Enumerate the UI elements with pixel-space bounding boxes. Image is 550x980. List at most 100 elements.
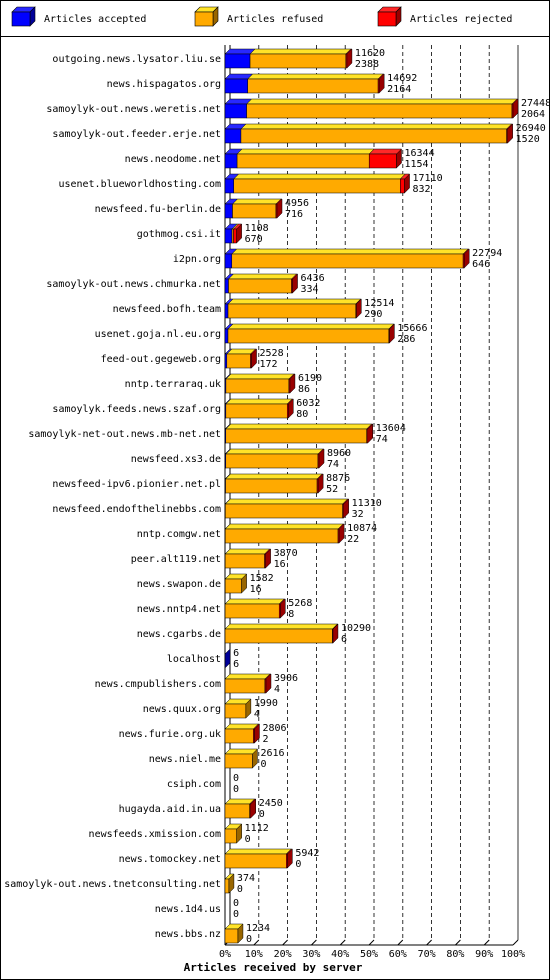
x-tick-label: 60% (389, 949, 407, 960)
total-label: 6190 (298, 373, 322, 384)
tick-mark (397, 939, 404, 946)
x-tick-label: 20% (274, 949, 292, 960)
accepted-label: 0 (233, 784, 239, 795)
legend-label: Articles refused (227, 14, 323, 25)
y-tick-label: news.nntp4.net (137, 604, 221, 615)
bar-top (224, 548, 271, 555)
y-tick-label: i2pn.org (173, 254, 221, 265)
bar-side (228, 873, 235, 894)
accepted-label: 74 (376, 434, 388, 445)
total-label: 4956 (285, 198, 309, 209)
bar-segment (225, 403, 288, 419)
y-tick-label: samoylyk-out.news.weretis.net (46, 104, 221, 115)
tick-mark (253, 939, 260, 946)
bar-top (224, 848, 292, 855)
bar-side (396, 148, 402, 169)
bar-side (252, 748, 258, 769)
bar-top (224, 748, 259, 755)
bar-segment (224, 328, 229, 344)
y-tick-label: news.1d4.us (155, 904, 221, 915)
bar-segment (224, 578, 242, 594)
accepted-label: 716 (285, 209, 303, 220)
bar-segment (236, 153, 370, 169)
bar-top (224, 673, 271, 680)
bar-top (249, 48, 352, 55)
bar-segment (246, 103, 513, 119)
bar-side (241, 573, 247, 594)
accepted-label: 32 (352, 509, 364, 520)
y-tick-label: newsfeed.xs3.de (131, 454, 221, 465)
bar-top (224, 498, 349, 505)
y-tick-label: newsfeed.fu-berlin.de (95, 204, 221, 215)
total-label: 1112 (245, 823, 269, 834)
bar-segment (226, 353, 251, 369)
bar-side (237, 923, 244, 944)
y-tick-label: samoylyk-out.news.chmurka.net (46, 279, 221, 290)
bar-side (276, 198, 283, 219)
bar-top (224, 473, 323, 480)
bar-segment (232, 203, 277, 219)
bar-segment (224, 878, 230, 894)
bar-side (367, 423, 373, 444)
bar-segment (224, 603, 280, 619)
x-tick-label: 100% (501, 949, 525, 960)
total-label: 374 (237, 873, 255, 884)
bar-segment (224, 853, 287, 869)
x-tick-label: 0% (219, 949, 231, 960)
bar-segment (224, 103, 247, 119)
y-tick-label: news.hispagatos.org (107, 79, 221, 90)
bar-segment (224, 528, 339, 544)
legend-swatch (11, 11, 31, 27)
bar-top (368, 148, 403, 155)
bar-top (225, 373, 295, 380)
accepted-label: 74 (327, 459, 339, 470)
bar-segment (224, 178, 234, 194)
accepted-label: 1154 (404, 159, 428, 170)
tick-mark (512, 939, 519, 946)
y-tick-label: usenet.goja.nl.eu.org (95, 329, 221, 340)
total-label: 16344 (404, 148, 434, 159)
bar-segment (368, 153, 397, 169)
total-label: 3870 (274, 548, 298, 559)
accepted-label: 832 (413, 184, 431, 195)
y-tick-label: samoylyk.feeds.news.szaf.org (52, 404, 221, 415)
bar-segment (224, 628, 333, 644)
bar-side (288, 398, 294, 419)
total-label: 1990 (254, 698, 278, 709)
y-tick-label: news.tomockey.net (119, 854, 221, 865)
bar-side (236, 223, 242, 244)
bar-side (389, 323, 395, 344)
bar-segment (227, 303, 357, 319)
x-axis-label: Articles received by server (184, 961, 363, 974)
y-tick-label: outgoing.news.lysator.liu.se (52, 54, 221, 65)
total-label: 11620 (355, 48, 385, 59)
bar-side (245, 698, 252, 719)
accepted-label: 0 (246, 934, 252, 945)
y-tick-label: news.bbs.nz (155, 929, 221, 940)
y-tick-label: newsfeed.bofh.team (113, 304, 221, 315)
bar-side (512, 98, 519, 119)
accepted-label: 80 (296, 409, 308, 420)
bar-top (246, 98, 518, 105)
total-label: 1234 (246, 923, 270, 934)
bar-segment (233, 178, 401, 194)
accepted-label: 334 (301, 284, 319, 295)
bar-segment (224, 303, 229, 319)
bar-segment (224, 728, 254, 744)
y-tick-label: newsfeeds.xmission.com (89, 829, 221, 840)
y-tick-label: gothmog.csi.it (137, 229, 221, 240)
x-tick-label: 40% (331, 949, 349, 960)
bar-top (233, 173, 406, 180)
total-label: 2616 (260, 748, 284, 759)
accepted-label: 0 (259, 809, 265, 820)
bar-segment (224, 803, 250, 819)
y-tick-label: news.cgarbs.de (137, 629, 221, 640)
bar-top (227, 298, 362, 305)
bar-segment (224, 153, 238, 169)
bar-side (265, 673, 272, 694)
tick-mark (455, 939, 461, 946)
tick-mark (311, 939, 317, 946)
accepted-label: 4 (274, 684, 280, 695)
bar-side (318, 448, 325, 469)
total-label: 11310 (352, 498, 382, 509)
